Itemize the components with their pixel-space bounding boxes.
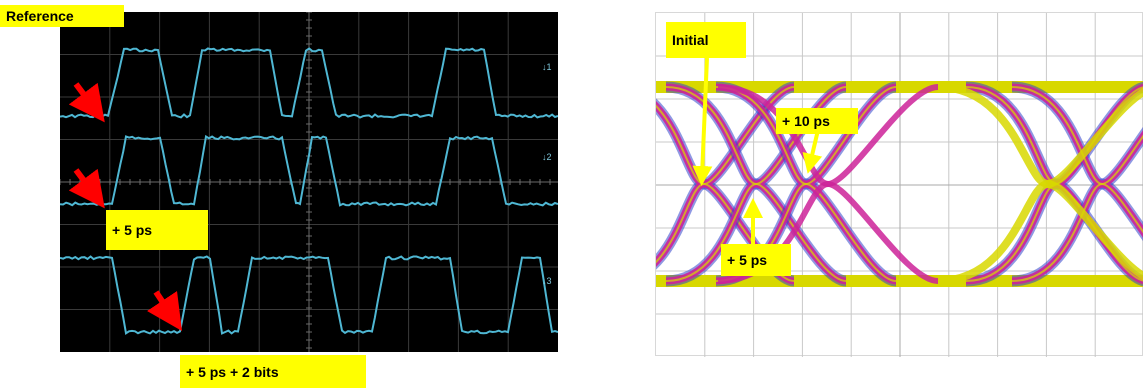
eye-diagram — [655, 12, 1143, 357]
label-reference: Reference — [0, 5, 124, 27]
channel-marker-2: ↓2 — [542, 152, 552, 162]
label-plus10: + 10 ps — [776, 108, 858, 134]
scope-traces — [60, 47, 558, 335]
eye-opening-edge — [937, 87, 1143, 285]
eye-crossing-5 — [1011, 83, 1143, 238]
label-plus5: + 5 ps — [106, 210, 208, 250]
eye-canvas — [656, 13, 1143, 357]
eye-crossing-5 — [1011, 126, 1143, 287]
scope-trace-3 — [60, 255, 558, 335]
eye-grid — [656, 13, 1143, 357]
scope-canvas: ↓1 ↓2 ↓3 — [60, 12, 558, 352]
channel-marker-3: ↓3 — [542, 276, 552, 286]
eye-crossing-5 — [1011, 134, 1143, 282]
scope-grid — [60, 12, 558, 352]
eye-crossing-5 — [1011, 130, 1143, 285]
oscilloscope-display: ↓1 ↓2 ↓3 — [60, 12, 558, 352]
channel-marker-1: ↓1 — [542, 62, 552, 72]
label-initial: Initial — [666, 22, 746, 58]
label-plus5-2bits: + 5 ps + 2 bits — [180, 355, 366, 388]
label-eye-plus5: + 5 ps — [721, 244, 791, 276]
eye-crossing-5 — [1011, 86, 1143, 234]
scope-trace-1 — [60, 47, 558, 119]
channel-markers: ↓1 ↓2 ↓3 — [542, 62, 552, 286]
scope-trace-2 — [60, 134, 558, 207]
eye-crossing-5 — [1011, 81, 1143, 242]
